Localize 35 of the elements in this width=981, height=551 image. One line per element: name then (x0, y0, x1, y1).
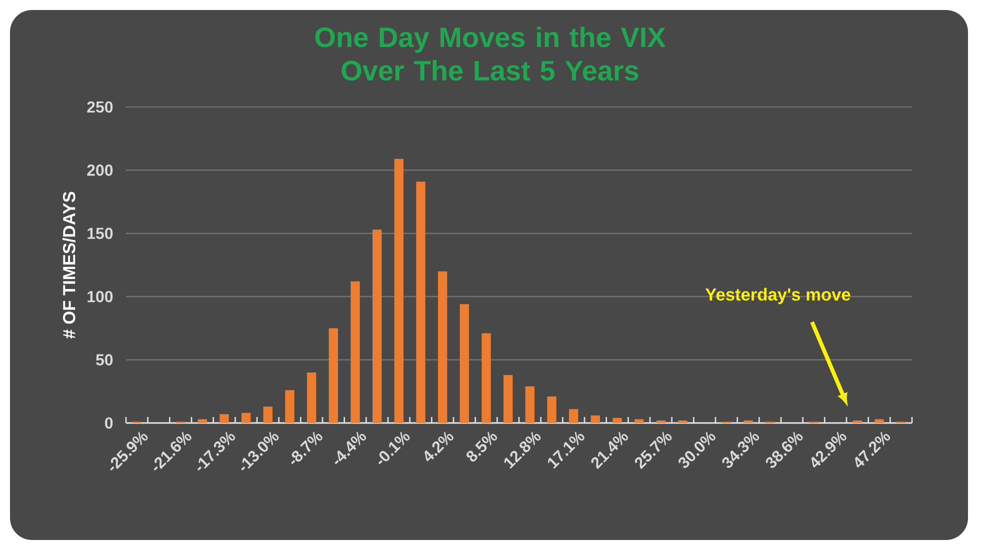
bar (416, 182, 426, 423)
bar (590, 415, 600, 423)
bar (612, 418, 622, 423)
bar (525, 386, 535, 423)
bar (852, 420, 862, 423)
bar (285, 390, 294, 423)
y-tick-label: 100 (88, 290, 113, 302)
bar (569, 409, 578, 423)
bar (394, 158, 404, 423)
bar (242, 412, 251, 423)
bar (263, 406, 273, 423)
y-tick-label: 0 (105, 417, 113, 429)
annotation: Yesterday's move (705, 288, 850, 304)
bar (656, 420, 666, 423)
bar (372, 230, 382, 423)
y-tick-label: 200 (87, 164, 113, 176)
y-tick-label: 50 (96, 354, 113, 366)
bar (504, 374, 513, 423)
bar (482, 333, 491, 423)
chart-title: One Day Moves in the VIX Over The Last 5 Years (315, 26, 666, 81)
bar (328, 328, 338, 423)
bar (874, 419, 884, 423)
bar (744, 420, 753, 423)
bar (220, 414, 229, 423)
bar (547, 396, 556, 423)
y-tick-label: 250 (87, 101, 113, 113)
bar (460, 304, 470, 423)
bar (350, 281, 360, 423)
bar (307, 372, 316, 423)
bar (438, 271, 448, 423)
bar (198, 419, 208, 423)
bar (678, 420, 688, 423)
y-axis-title: # OF TIMES/DAYS (62, 192, 76, 339)
y-tick-label: 150 (88, 228, 113, 240)
bar (634, 419, 644, 423)
